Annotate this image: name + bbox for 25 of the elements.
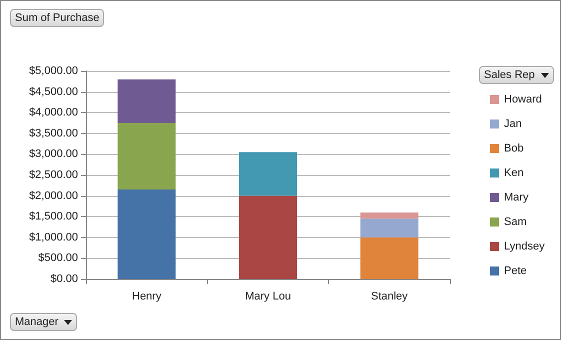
legend-label: Ken [504, 167, 524, 179]
legend-label: Bob [504, 142, 524, 154]
chart-title: Sum of Purchase [15, 12, 100, 24]
legend-label: Pete [504, 265, 527, 277]
y-tick-label: $3,500.00 [29, 127, 78, 140]
legend-title: Sales Rep [484, 69, 535, 81]
x-axis-title: Manager [15, 316, 58, 328]
x-tick-label: Stanley [370, 290, 408, 302]
y-tick-label: $1,500.00 [29, 210, 78, 223]
y-tick-label: $4,000.00 [29, 106, 78, 119]
legend-label: Sam [504, 216, 527, 228]
y-tick-label: $1,000.00 [29, 231, 78, 244]
x-tick-label: Henry [132, 290, 162, 302]
y-tick-label: $3,000.00 [29, 148, 78, 160]
y-tick-label: $2,000.00 [29, 190, 78, 202]
legend-label: Mary [504, 192, 529, 204]
y-tick-label: $4,500.00 [29, 86, 78, 98]
y-tick-label: $2,500.00 [29, 169, 78, 181]
x-tick-label: Mary Lou [245, 290, 291, 302]
legend-label: Jan [504, 118, 522, 130]
y-tick-label: $500.00 [38, 252, 78, 264]
legend-label: Howard [504, 94, 542, 106]
legend-label: Lyndsey [504, 240, 546, 252]
y-tick-label: $0.00 [50, 273, 78, 285]
y-tick-label: $5,000.00 [29, 65, 78, 77]
